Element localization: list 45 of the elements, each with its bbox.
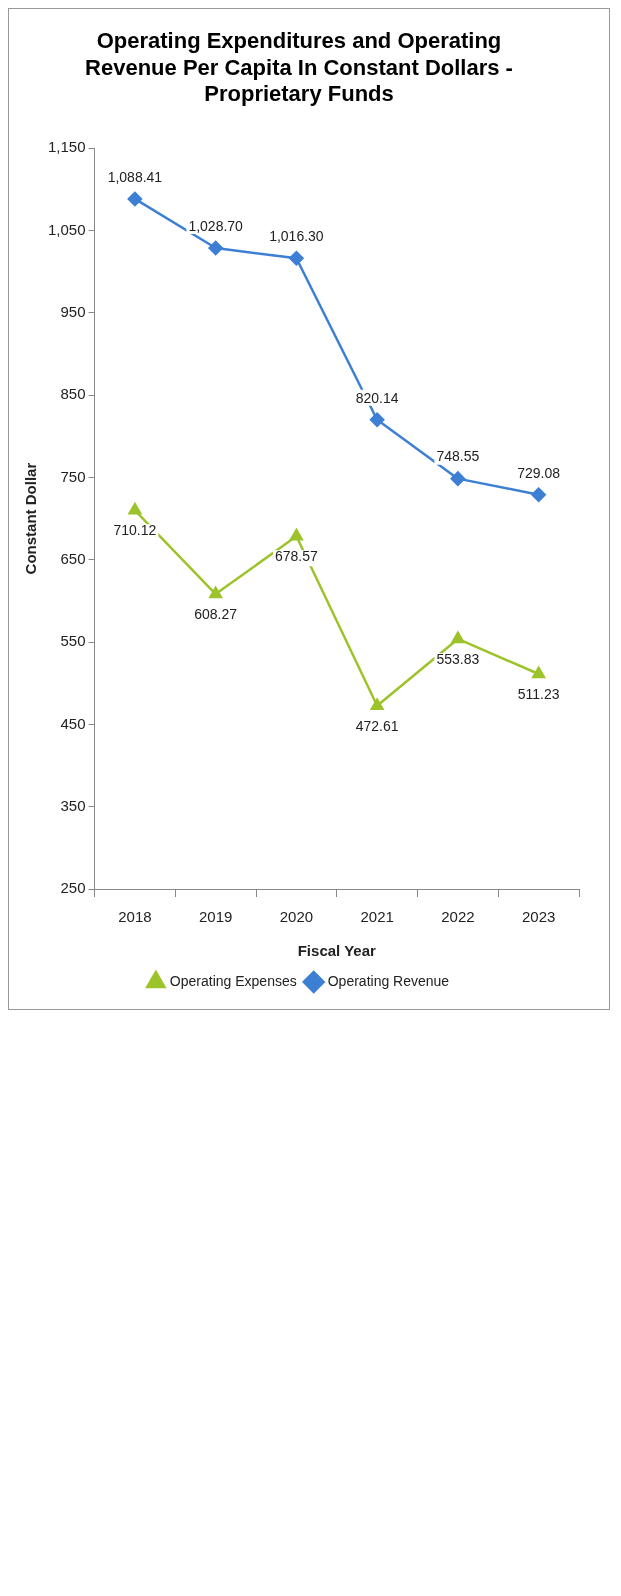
legend-label: Operating Expenses — [169, 972, 297, 989]
chart-title: Operating Expenditures and Operating Revenue Per Capita In Constant Dollars - Proprietary Funds — [85, 28, 513, 107]
point — [209, 586, 223, 599]
data-label: 608.27 — [194, 605, 238, 622]
y-tick-label: 550 — [60, 632, 86, 650]
y-tick-label: 750 — [60, 467, 86, 485]
point — [128, 503, 142, 515]
y-tick-label: 950 — [60, 302, 86, 320]
y-tick-label: 650 — [60, 549, 86, 567]
y-tick-label: 250 — [60, 879, 86, 897]
y-axis-title: Constant Dollar — [22, 462, 40, 575]
point — [208, 240, 223, 256]
data-label: 710.12 — [113, 522, 157, 539]
point — [451, 631, 465, 644]
point — [127, 191, 143, 207]
x-tick-label: 2020 — [279, 908, 314, 926]
y-tick-label: 1,050 — [47, 220, 86, 238]
legend-label: Operating Revenue — [327, 972, 450, 989]
data-label: 820.14 — [355, 389, 399, 406]
x-axis-title: Fiscal Year — [297, 942, 376, 960]
data-label: 511.23 — [517, 685, 560, 702]
x-tick-label: 2018 — [118, 908, 152, 926]
point — [370, 698, 384, 711]
data-label: 1,088.41 — [107, 168, 163, 185]
data-label: 1,028.70 — [188, 217, 244, 234]
data-label: 678.57 — [274, 548, 319, 565]
y-tick-label: 850 — [60, 385, 86, 403]
x-tick-label: 2021 — [360, 908, 394, 926]
y-tick-label: 350 — [60, 796, 86, 814]
point — [289, 528, 303, 541]
data-label: 472.61 — [355, 717, 399, 734]
point — [369, 412, 385, 427]
y-tick-label: 1,150 — [47, 138, 86, 156]
data-label: 553.83 — [436, 650, 480, 667]
y-tick-label: 450 — [60, 714, 86, 732]
point — [531, 487, 546, 502]
data-label: 1,016.30 — [269, 228, 324, 245]
x-tick-label: 2022 — [441, 908, 475, 926]
x-tick-label: 2023 — [521, 908, 556, 926]
data-label: 748.55 — [436, 448, 480, 465]
data-label: 729.08 — [517, 464, 561, 481]
point — [450, 471, 466, 486]
point — [289, 251, 304, 266]
x-tick-label: 2019 — [198, 908, 233, 926]
point — [532, 666, 546, 679]
